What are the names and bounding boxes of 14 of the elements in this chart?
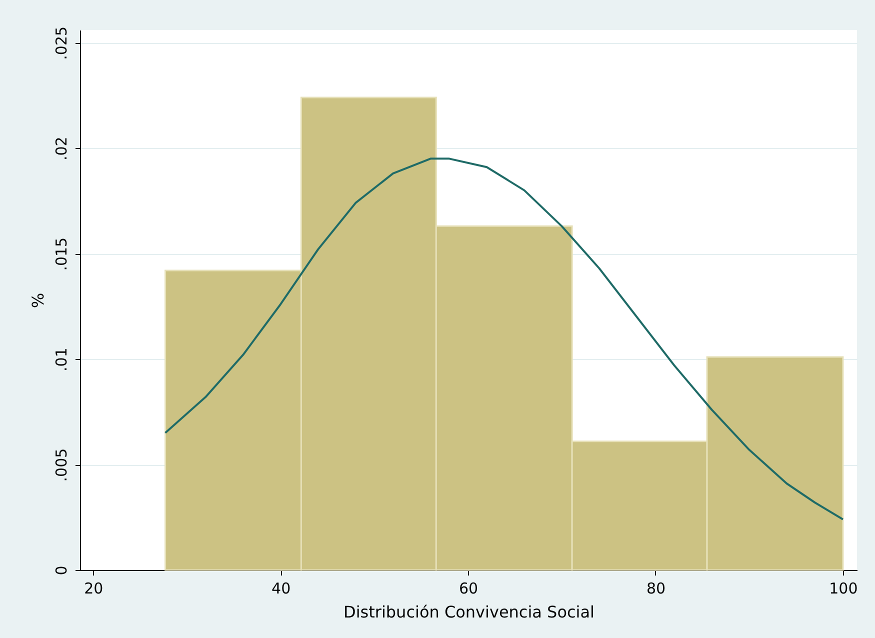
x-tick-label: 60 — [458, 580, 478, 598]
x-tick-label: 80 — [646, 580, 666, 598]
y-tick-label: 0 — [52, 566, 70, 576]
y-axis-title: % — [28, 292, 48, 308]
line-series — [164, 158, 844, 520]
y-tick-label: .02 — [52, 136, 70, 161]
x-axis-title: Distribución Convivencia Social — [344, 602, 594, 622]
x-tick-label: 40 — [272, 580, 291, 598]
y-tick-label: .005 — [52, 448, 70, 482]
y-tick-label: .015 — [52, 237, 70, 271]
x-tick-label: 20 — [84, 580, 104, 598]
x-tick-label: 100 — [829, 580, 858, 598]
y-tick-label: .01 — [52, 348, 70, 372]
y-tick-label: .025 — [52, 26, 70, 60]
